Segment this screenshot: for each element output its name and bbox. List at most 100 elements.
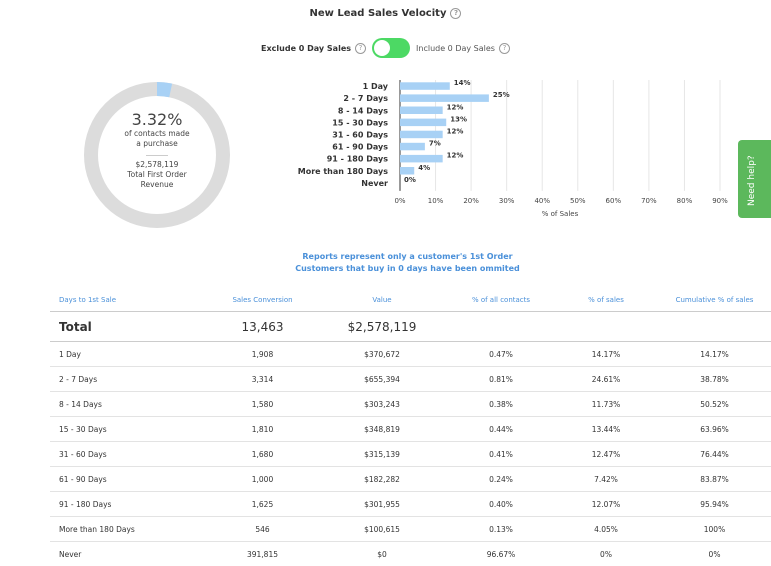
cell-pct-sales: 0%	[554, 542, 658, 566]
donut-summary: 3.32% of contacts made a purchase $2,578…	[95, 110, 219, 190]
switch-knob	[374, 40, 390, 56]
data-label: 14%	[454, 79, 471, 87]
cell-value: $301,955	[316, 492, 448, 517]
cell-value: $100,615	[316, 517, 448, 542]
help-icon[interactable]: ?	[355, 43, 366, 54]
total-label: Total	[50, 312, 209, 342]
revenue-caption-line2: Revenue	[95, 180, 219, 190]
cell-conversion: 1,810	[209, 417, 316, 442]
cell-value: $655,394	[316, 367, 448, 392]
cell-conversion: 1,580	[209, 392, 316, 417]
cell-conversion: 391,815	[209, 542, 316, 566]
total-pct-sales	[554, 312, 658, 342]
cell-pct-contacts: 0.41%	[448, 442, 554, 467]
table-total-row: Total 13,463 $2,578,119	[50, 312, 771, 342]
sales-velocity-bar-chart: 0%10%20%30%40%50%60%70%80%90%% of Sales1…	[280, 76, 750, 226]
cell-pct-contacts: 0.81%	[448, 367, 554, 392]
cell-value: $370,672	[316, 342, 448, 367]
cell-pct-contacts: 0.47%	[448, 342, 554, 367]
cell-value: $315,139	[316, 442, 448, 467]
col-header-pct-sales[interactable]: % of sales	[554, 289, 658, 312]
cell-pct-sales: 11.73%	[554, 392, 658, 417]
cell-days: 1 Day	[50, 342, 209, 367]
summary-divider	[146, 155, 168, 156]
cell-value: $0	[316, 542, 448, 566]
cell-cumulative: 95.94%	[658, 492, 771, 517]
bar	[400, 82, 450, 90]
cell-days: 31 - 60 Days	[50, 442, 209, 467]
x-tick-label: 20%	[463, 197, 479, 205]
need-help-tab[interactable]: Need help?	[738, 140, 771, 218]
x-tick-label: 90%	[712, 197, 728, 205]
data-label: 4%	[418, 164, 430, 172]
zero-day-sales-switch[interactable]	[372, 38, 410, 58]
cell-cumulative: 38.78%	[658, 367, 771, 392]
category-label: 31 - 60 Days	[332, 130, 388, 139]
conversion-caption-line1: of contacts made	[95, 129, 219, 139]
cell-cumulative: 83.87%	[658, 467, 771, 492]
x-tick-label: 0%	[394, 197, 405, 205]
bar	[400, 155, 443, 163]
category-label: 91 - 180 Days	[327, 155, 389, 164]
bar	[400, 119, 446, 127]
col-header-days[interactable]: Days to 1st Sale	[50, 289, 209, 312]
x-tick-label: 30%	[499, 197, 515, 205]
data-label: 12%	[447, 127, 464, 135]
cell-pct-sales: 13.44%	[554, 417, 658, 442]
exclude-zero-day-label: Exclude 0 Day Sales	[261, 44, 351, 53]
bar	[400, 143, 425, 151]
bar	[400, 167, 414, 175]
cell-cumulative: 0%	[658, 542, 771, 566]
x-axis-label: % of Sales	[542, 210, 579, 218]
category-label: 8 - 14 Days	[338, 106, 388, 115]
conversion-percent: 3.32%	[95, 110, 219, 129]
category-label: Never	[361, 179, 388, 188]
conversion-caption-line2: a purchase	[95, 139, 219, 149]
cell-cumulative: 63.96%	[658, 417, 771, 442]
cell-value: $182,282	[316, 467, 448, 492]
cell-cumulative: 76.44%	[658, 442, 771, 467]
cell-pct-contacts: 0.40%	[448, 492, 554, 517]
category-label: 1 Day	[363, 82, 389, 91]
data-label: 7%	[429, 140, 441, 148]
help-icon[interactable]: ?	[450, 8, 461, 19]
table-header-row: Days to 1st Sale Sales Conversion Value …	[50, 289, 771, 312]
cell-days: 8 - 14 Days	[50, 392, 209, 417]
category-label: 2 - 7 Days	[343, 94, 388, 103]
cell-value: $348,819	[316, 417, 448, 442]
cell-pct-contacts: 0.44%	[448, 417, 554, 442]
cell-days: More than 180 Days	[50, 517, 209, 542]
cell-conversion: 1,908	[209, 342, 316, 367]
x-tick-label: 40%	[534, 197, 550, 205]
help-icon[interactable]: ?	[499, 43, 510, 54]
page-title: New Lead Sales Velocity?	[0, 8, 771, 19]
cell-cumulative: 14.17%	[658, 342, 771, 367]
need-help-label: Need help?	[747, 155, 757, 206]
cell-days: 61 - 90 Days	[50, 467, 209, 492]
x-tick-label: 60%	[606, 197, 622, 205]
col-header-conversion[interactable]: Sales Conversion	[209, 289, 316, 312]
data-label: 0%	[404, 176, 416, 184]
cell-pct-contacts: 0.13%	[448, 517, 554, 542]
cell-conversion: 1,000	[209, 467, 316, 492]
category-label: 61 - 90 Days	[332, 143, 388, 152]
cell-days: 2 - 7 Days	[50, 367, 209, 392]
revenue-caption-line1: Total First Order	[95, 170, 219, 180]
x-tick-label: 80%	[677, 197, 693, 205]
col-header-value[interactable]: Value	[316, 289, 448, 312]
col-header-pct-contacts[interactable]: % of all contacts	[448, 289, 554, 312]
sales-velocity-table: Days to 1st Sale Sales Conversion Value …	[50, 289, 771, 566]
cell-pct-sales: 7.42%	[554, 467, 658, 492]
cell-pct-sales: 4.05%	[554, 517, 658, 542]
cell-conversion: 546	[209, 517, 316, 542]
col-header-cumulative[interactable]: Cumulative % of sales	[658, 289, 771, 312]
total-pct-contacts	[448, 312, 554, 342]
data-label: 12%	[447, 103, 464, 111]
bar	[400, 94, 489, 102]
cell-pct-sales: 24.61%	[554, 367, 658, 392]
bar	[400, 107, 443, 115]
